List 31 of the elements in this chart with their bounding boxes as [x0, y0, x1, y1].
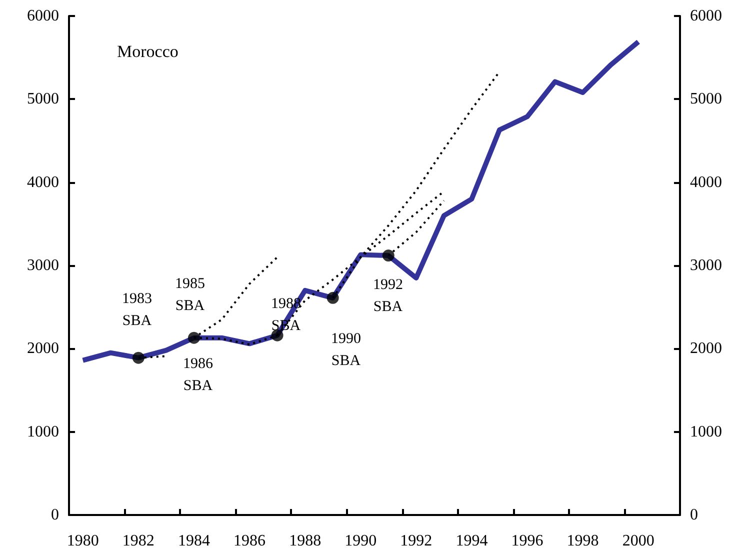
- y-tick-label: 4000: [27, 174, 59, 191]
- annotation: 1992 SBA: [373, 277, 403, 315]
- y-tick-label: 0: [51, 506, 59, 524]
- y-tick-label: 1000: [27, 423, 59, 440]
- x-tick-label: 2000: [622, 532, 654, 550]
- annotation: 1990 SBA: [331, 331, 361, 369]
- x-tick-label: 1984: [178, 532, 210, 550]
- y2-tick-label: 5000: [690, 90, 722, 108]
- x-tick-label: 1988: [289, 532, 322, 550]
- x-tick-label: 1982: [122, 532, 154, 550]
- x-tick-label: 1986: [234, 532, 266, 550]
- x-tick-label: 1998: [566, 532, 599, 550]
- y-tick-label: 2000: [27, 340, 59, 358]
- annotation: 1983 SBA: [122, 291, 152, 329]
- y2-tick-label: 0: [690, 506, 698, 524]
- y-tick-label: 6000: [27, 8, 59, 24]
- y2-tick-label: 2000: [690, 340, 722, 358]
- annotation: 1985 SBA: [175, 276, 205, 314]
- y-tick-label: 3000: [27, 257, 59, 274]
- y2-tick-label: 6000: [690, 8, 722, 24]
- x-tick-label: 1990: [344, 532, 377, 550]
- x-tick-label: 1992: [400, 532, 432, 550]
- text: Morocco: [117, 42, 178, 61]
- y2-tick-label: 4000: [690, 174, 722, 191]
- annotation: 1986 SBA: [183, 356, 214, 394]
- y2-tick-label: 1000: [690, 423, 722, 440]
- y2-tick-label: 3000: [690, 257, 722, 274]
- x-tick-label: 1996: [511, 532, 544, 550]
- y-tick-label: 5000: [27, 90, 59, 108]
- x-tick-label: 1980: [66, 532, 99, 550]
- x-tick-label: 1994: [456, 532, 488, 550]
